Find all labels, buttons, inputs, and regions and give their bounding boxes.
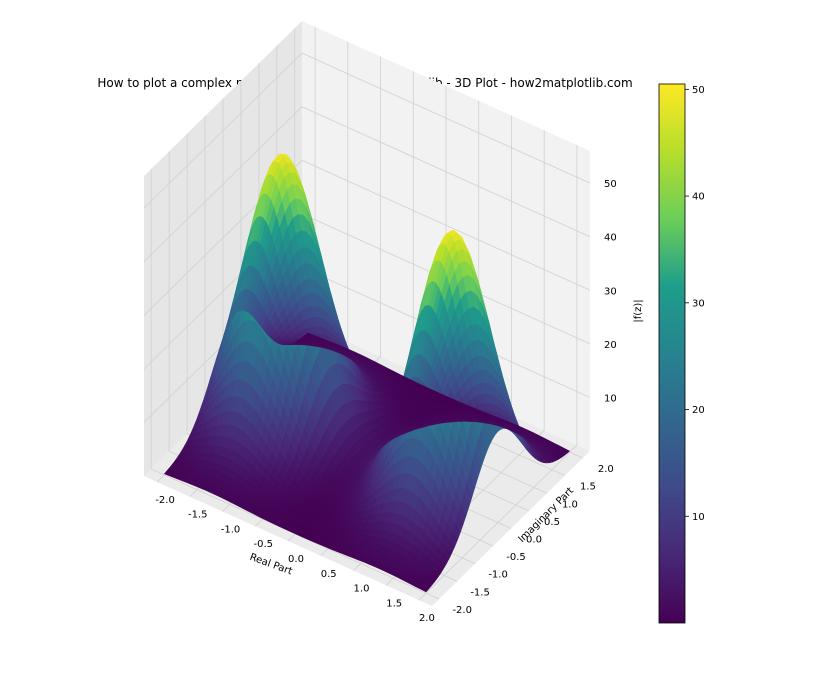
y-tick-label: 0.5 [544, 517, 560, 528]
colorbar-tick-label: 20 [692, 405, 705, 416]
x-tick-label: -0.5 [254, 539, 274, 550]
z-tick-label: 50 [604, 179, 617, 190]
colorbar-tick-label: 10 [692, 512, 705, 523]
x-tick-label: 0.0 [288, 554, 304, 565]
y-tick-label: -1.5 [470, 587, 490, 598]
y-tick-label: -2.0 [452, 605, 472, 616]
surface-patch [304, 332, 314, 338]
z-tick-label: 30 [604, 286, 617, 297]
y-tick-label: -1.0 [488, 570, 508, 581]
axis-ticks: -2.0-1.5-1.0-0.50.00.51.01.52.0-2.0-1.5-… [155, 179, 616, 624]
x-tick-label: 1.0 [354, 584, 370, 595]
colorbar [658, 83, 686, 624]
z-axis-label: |f(z)| [633, 299, 644, 322]
grid-line [143, 106, 303, 262]
x-tick-label: 1.5 [386, 598, 402, 609]
surface-plot [163, 153, 571, 593]
x-tick-label: 2.0 [419, 613, 435, 624]
x-tick-label: 0.5 [321, 569, 337, 580]
y-tick-label: 0.0 [526, 535, 542, 546]
colorbar-tick-label: 50 [692, 85, 705, 96]
y-tick-label: 1.0 [562, 499, 578, 510]
x-tick-label: -1.5 [188, 510, 208, 521]
y-tick-label: 1.5 [580, 482, 596, 493]
colorbar-tick-label: 40 [692, 192, 705, 203]
z-tick-label: 10 [604, 393, 617, 404]
y-tick-label: 2.0 [598, 464, 614, 475]
y-tick-label: -0.5 [506, 552, 526, 563]
grid-line [143, 52, 303, 209]
colorbar-tick-label: 30 [692, 298, 705, 309]
z-tick-label: 40 [604, 233, 617, 244]
x-tick-label: -1.0 [221, 525, 241, 536]
grid-line [301, 52, 591, 184]
grid-line [301, 159, 591, 291]
grid-line [301, 106, 591, 238]
x-tick-label: -2.0 [155, 495, 175, 506]
colorbar-ticks: 10 20 30 40 50 [685, 85, 705, 523]
z-tick-label: 20 [604, 340, 617, 351]
x-axis-label: Real Part [248, 552, 294, 578]
